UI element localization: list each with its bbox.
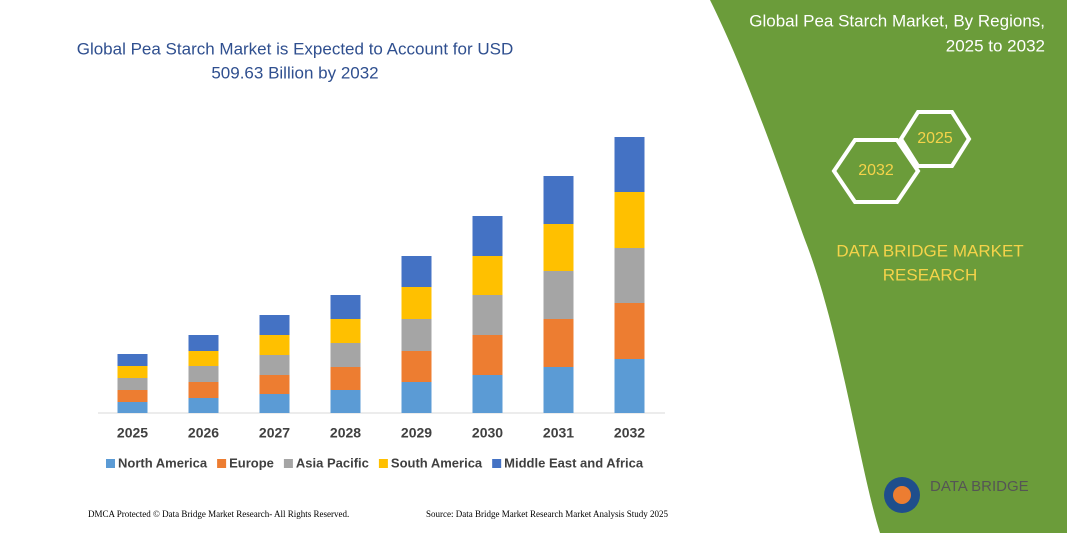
bar-segment bbox=[259, 315, 290, 335]
logo-text: DATA BRIDGE bbox=[930, 478, 1029, 495]
bar-segment bbox=[472, 256, 503, 295]
legend-swatch bbox=[283, 459, 293, 468]
bar-segment bbox=[188, 366, 219, 382]
x-tick-label: 2030 bbox=[472, 425, 503, 441]
chart-title: Global Pea Starch Market is Expected to … bbox=[77, 39, 514, 58]
bar-segment bbox=[472, 375, 503, 413]
bar-segment bbox=[259, 355, 290, 375]
bar-segment bbox=[330, 343, 361, 367]
bar-segment bbox=[614, 359, 645, 413]
bar-segment bbox=[543, 176, 574, 224]
bar-segment bbox=[401, 351, 432, 382]
bar-segment bbox=[188, 335, 219, 351]
legend-label: South America bbox=[391, 455, 483, 470]
legend-swatch bbox=[217, 459, 227, 468]
panel-title: 2025 to 2032 bbox=[946, 36, 1045, 55]
bar-segment bbox=[117, 366, 148, 378]
logo-icon bbox=[893, 486, 911, 504]
bar-segment bbox=[401, 256, 432, 287]
bar-segment bbox=[543, 224, 574, 271]
side-panel bbox=[710, 0, 1067, 533]
bar-segment bbox=[259, 335, 290, 355]
bar-segment bbox=[188, 398, 219, 413]
bar-segment bbox=[614, 137, 645, 192]
bar-segment bbox=[614, 192, 645, 248]
bar-segment bbox=[401, 382, 432, 413]
legend-label: Middle East and Africa bbox=[504, 455, 644, 470]
hexagon bbox=[831, 138, 921, 204]
bar-segment bbox=[330, 367, 361, 390]
bar-segment bbox=[543, 319, 574, 367]
x-tick-label: 2032 bbox=[614, 425, 645, 441]
legend-label: Asia Pacific bbox=[296, 455, 369, 470]
bar-segment bbox=[614, 248, 645, 303]
bar-segment bbox=[330, 319, 361, 343]
panel-title: Global Pea Starch Market, By Regions, bbox=[749, 11, 1045, 30]
x-tick-label: 2026 bbox=[188, 425, 219, 441]
footer-left: DMCA Protected © Data Bridge Market Rese… bbox=[88, 509, 349, 519]
bar-segment bbox=[472, 216, 503, 256]
bar-segment bbox=[117, 378, 148, 390]
bar-segment bbox=[117, 402, 148, 413]
footer-right: Source: Data Bridge Market Research Mark… bbox=[426, 509, 668, 519]
bar-segment bbox=[472, 335, 503, 375]
bar-segment bbox=[330, 390, 361, 413]
chart-title: 509.63 Billion by 2032 bbox=[211, 63, 378, 82]
bar-segment bbox=[472, 295, 503, 335]
bar-segment bbox=[259, 394, 290, 413]
bar-segment bbox=[543, 271, 574, 319]
bar-segment bbox=[543, 367, 574, 413]
bar-segment bbox=[117, 354, 148, 366]
legend-swatch bbox=[106, 459, 115, 468]
legend-label: Europe bbox=[229, 455, 274, 470]
brand-text: RESEARCH bbox=[883, 265, 977, 284]
legend-swatch bbox=[378, 459, 388, 468]
legend-label: North America bbox=[118, 455, 208, 470]
x-tick-label: 2031 bbox=[543, 425, 574, 441]
bar-segment bbox=[117, 390, 148, 402]
bar-segment bbox=[188, 351, 219, 366]
bar-segment bbox=[330, 295, 361, 319]
hexagon-label: 2032 bbox=[858, 162, 894, 179]
bar-segment bbox=[259, 375, 290, 394]
x-tick-label: 2028 bbox=[330, 425, 361, 441]
bar-segment bbox=[614, 303, 645, 359]
brand-text: DATA BRIDGE MARKET bbox=[836, 241, 1023, 260]
x-tick-label: 2025 bbox=[117, 425, 148, 441]
bar-segment bbox=[401, 319, 432, 351]
bar-segment bbox=[188, 382, 219, 398]
x-tick-label: 2029 bbox=[401, 425, 432, 441]
hexagon bbox=[898, 110, 972, 168]
bar-segment bbox=[401, 287, 432, 319]
x-tick-label: 2027 bbox=[259, 425, 290, 441]
legend-swatch bbox=[492, 459, 502, 468]
hexagon-label: 2025 bbox=[917, 130, 953, 147]
